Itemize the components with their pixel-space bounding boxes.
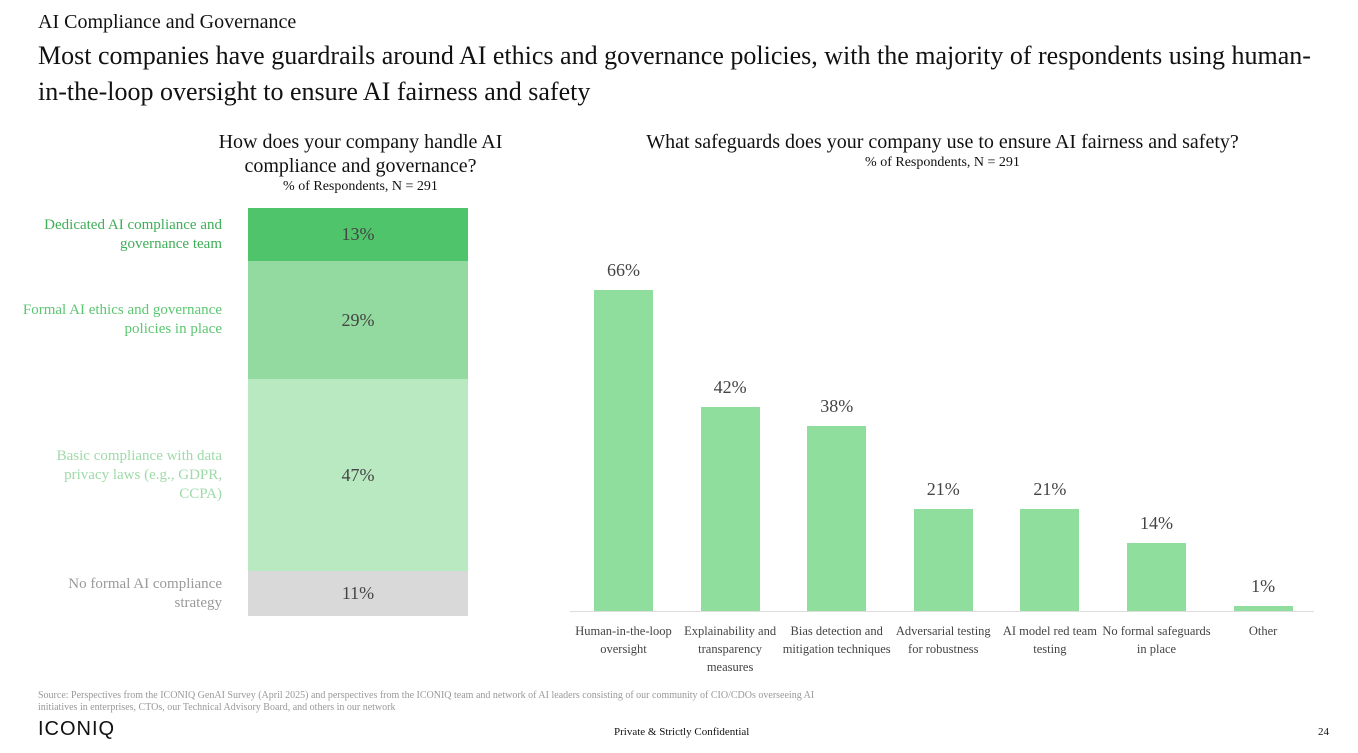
kicker: AI Compliance and Governance <box>38 11 297 33</box>
category-label: Human-in-the-loop oversight <box>575 624 672 656</box>
category-label: Explainability and transparency measures <box>684 624 777 674</box>
value-label: 38% <box>820 396 854 417</box>
chart-title: What safeguards does your company use to… <box>646 131 1239 153</box>
segment: 11% <box>248 571 468 616</box>
value-label: 21% <box>1033 478 1067 499</box>
logo: ICONIQ <box>38 718 116 740</box>
category-label: Other <box>1248 624 1278 638</box>
category-label: Dedicated AI compliance and governance t… <box>44 216 222 252</box>
value-label: 14% <box>1140 512 1173 533</box>
segment: 47% <box>248 379 468 572</box>
chart-subtitle: % of Respondents, N = 291 <box>865 155 1020 170</box>
value-label: 1% <box>1251 576 1276 597</box>
bar <box>1020 508 1080 611</box>
bar <box>913 508 973 611</box>
segment: 13% <box>248 208 468 262</box>
segment-value-label: 29% <box>341 309 375 330</box>
category-label: No formal safeguards in place <box>1102 624 1211 656</box>
category-label: Formal AI ethics and governance policies… <box>22 302 222 338</box>
bar <box>700 406 760 611</box>
baseline <box>570 611 1314 612</box>
value-label: 66% <box>607 260 640 280</box>
category-label: AI model red team testing <box>1002 624 1097 656</box>
source-note: Source: Perspectives from the ICONIQ Gen… <box>38 690 815 713</box>
value-label: 21% <box>926 478 960 499</box>
segment-value-label: 13% <box>341 224 375 245</box>
value-label: 42% <box>713 376 747 397</box>
category-label: Bias detection and mitigation techniques <box>782 624 891 656</box>
confidential-note: Private & Strictly Confidential <box>614 726 750 738</box>
category-label: Adversarial testing for robustness <box>895 624 991 656</box>
segment: 29% <box>248 261 468 380</box>
bar <box>1127 542 1186 611</box>
category-label: No formal AI compliance strategy <box>68 575 222 611</box>
category-label: Basic compliance with data privacy laws … <box>56 447 222 502</box>
chart-subtitle: % of Respondents, N = 291 <box>283 179 438 194</box>
chart-title: How does your company handle AI complian… <box>218 131 503 177</box>
page-number: 24 <box>1318 726 1329 738</box>
bar <box>594 290 653 611</box>
segment-value-label: 11% <box>341 583 375 604</box>
slide-title: Most companies have guardrails around AI… <box>38 41 1311 106</box>
bar <box>807 426 867 611</box>
segment-value-label: 47% <box>341 464 375 485</box>
bar <box>1233 606 1293 611</box>
